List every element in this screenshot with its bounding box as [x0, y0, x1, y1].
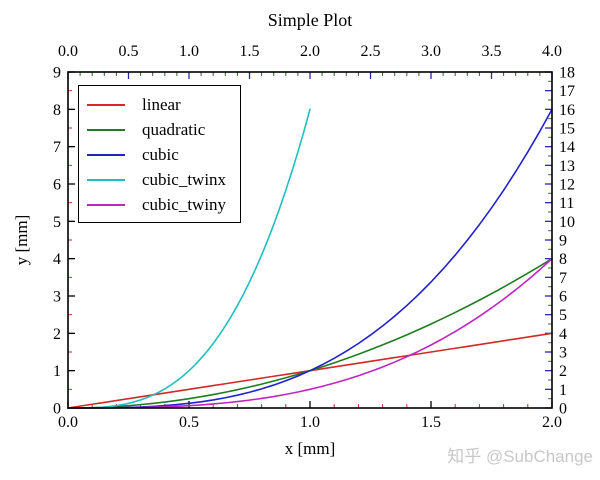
top-tick-label: 4.0 — [542, 43, 562, 60]
right-tick-label: 16 — [559, 102, 575, 119]
right-tick-label: 4 — [559, 326, 567, 343]
curve-cubic_twinx — [67, 108, 311, 409]
left-tick-label: 2 — [53, 326, 61, 343]
legend-item-quadratic: quadratic — [79, 117, 240, 142]
legend-line-sample — [87, 178, 125, 181]
left-tick-label: 9 — [53, 65, 61, 82]
right-tick-label: 10 — [559, 214, 575, 231]
legend-line-sample — [87, 103, 125, 106]
bottom-tick-label: 1.5 — [421, 414, 441, 431]
top-tick-label: 2.0 — [300, 43, 320, 60]
curve-quadratic — [67, 257, 553, 409]
legend-item-cubic: cubic — [79, 142, 240, 167]
axes-frame — [67, 71, 553, 409]
right-tick-label: 9 — [559, 233, 567, 250]
right-tick-label: 11 — [559, 195, 574, 212]
left-tick-label: 6 — [53, 177, 61, 194]
left-tick-label: 7 — [53, 139, 61, 156]
right-tick-label: 14 — [559, 139, 575, 156]
legend-box: linear quadratic cubic cubic_twinx cubic_twi… — [78, 85, 241, 223]
right-tick-label: 17 — [559, 83, 575, 100]
legend-label: cubic_twinx — [142, 170, 227, 189]
right-tick-label: 12 — [559, 177, 575, 194]
right-tick-label: 0 — [559, 401, 567, 418]
curve-cubic_twiny — [67, 257, 553, 409]
legend-line-sample — [87, 153, 125, 156]
left-tick-label: 8 — [53, 102, 61, 119]
legend-item-cubic_twinx: cubic_twinx — [79, 167, 240, 192]
legend-label: cubic_twiny — [142, 195, 227, 214]
right-tick-label: 18 — [559, 65, 575, 82]
right-tick-label: 7 — [559, 270, 567, 287]
legend-label: quadratic — [142, 120, 206, 139]
left-tick-label: 1 — [53, 363, 61, 380]
right-tick-label: 15 — [559, 121, 575, 138]
right-tick-label: 2 — [559, 363, 567, 380]
bottom-tick-label: 0.5 — [179, 414, 199, 431]
legend-line-sample — [87, 203, 125, 206]
x-axis-label: x [mm] — [284, 439, 336, 458]
top-tick-label: 0.5 — [119, 43, 139, 60]
tick-labels: 0.0 0.5 1.0 1.5 2.0 0.0 0.5 1.0 1.5 2.0 2.5 3.0 3.5 4… — [53, 43, 575, 431]
bottom-tick-label: 2.0 — [542, 414, 562, 431]
legend-item-linear: linear — [79, 92, 240, 117]
top-tick-label: 0.0 — [58, 43, 78, 60]
right-tick-label: 13 — [559, 158, 575, 175]
right-tick-label: 1 — [559, 382, 567, 399]
top-tick-label: 1.5 — [240, 43, 260, 60]
top-tick-label: 2.5 — [361, 43, 381, 60]
legend-line-sample — [87, 128, 125, 131]
top-tick-label: 3.5 — [482, 43, 502, 60]
legend-item-cubic_twiny: cubic_twiny — [79, 192, 240, 217]
right-tick-label: 3 — [559, 345, 567, 362]
legend-label: cubic — [142, 145, 179, 164]
top-tick-label: 1.0 — [179, 43, 199, 60]
watermark: 知乎 @SubChange — [447, 447, 593, 466]
bottom-tick-label: 1.0 — [300, 414, 320, 431]
right-tick-label: 6 — [559, 289, 567, 306]
chart-title: Simple Plot — [267, 10, 353, 30]
bottom-tick-label: 0.0 — [58, 414, 78, 431]
left-tick-label: 0 — [53, 401, 61, 418]
top-tick-label: 3.0 — [421, 43, 441, 60]
left-tick-label: 3 — [53, 289, 61, 306]
left-tick-label: 4 — [53, 251, 61, 268]
legend-label: linear — [142, 95, 181, 114]
right-tick-label: 8 — [559, 251, 567, 268]
right-tick-label: 5 — [559, 307, 567, 324]
left-tick-label: 5 — [53, 214, 61, 231]
